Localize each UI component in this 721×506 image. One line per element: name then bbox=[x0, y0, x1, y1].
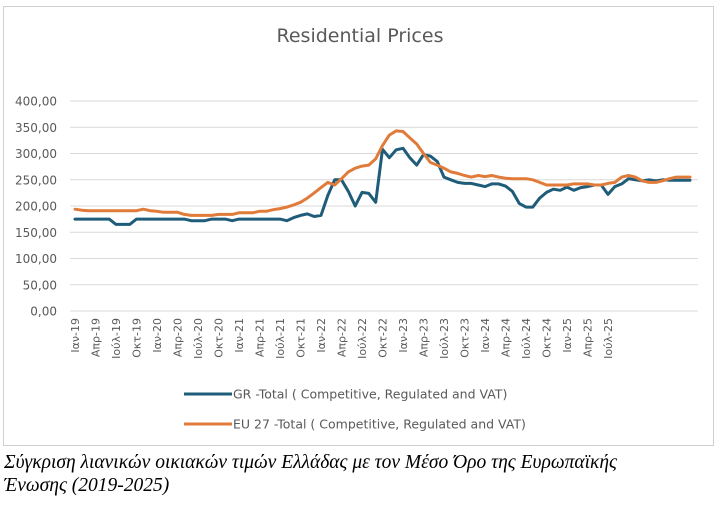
y-tick-label: 350,00 bbox=[15, 121, 57, 135]
caption-line-1: Σύγκριση λιανικών οικιακών τιμών Ελλάδας… bbox=[4, 452, 617, 473]
x-tick-label: Οκτ-24 bbox=[541, 318, 554, 358]
x-tick-label: Ιαν-25 bbox=[561, 318, 574, 353]
legend: GR -Total ( Competitive, Regulated and V… bbox=[184, 387, 526, 432]
chart-frame bbox=[3, 6, 714, 446]
y-tick-label: 250,00 bbox=[15, 173, 57, 187]
y-tick-label: 300,00 bbox=[15, 147, 57, 161]
x-tick-label: Απρ-23 bbox=[418, 318, 431, 357]
x-tick-label: Απρ-22 bbox=[336, 318, 349, 357]
x-tick-label: Ιαν-22 bbox=[315, 318, 328, 353]
x-tick-label: Ιαν-20 bbox=[151, 318, 164, 353]
x-tick-label: Ιαν-23 bbox=[397, 318, 410, 353]
x-tick-label: Ιούλ-19 bbox=[110, 318, 123, 359]
y-tick-label: 0,00 bbox=[30, 305, 57, 319]
gridlines bbox=[70, 100, 698, 312]
x-tick-label: Ιαν-21 bbox=[233, 318, 246, 353]
y-tick-label: 400,00 bbox=[15, 95, 57, 109]
x-tick-label: Απρ-21 bbox=[254, 318, 267, 357]
y-tick-label: 50,00 bbox=[23, 278, 57, 292]
x-tick-label: Ιούλ-24 bbox=[520, 318, 533, 359]
y-tick-label: 100,00 bbox=[15, 252, 57, 266]
caption-line-2: Ένωσης (2019-2025) bbox=[4, 475, 170, 496]
figure-caption: Σύγκριση λιανικών οικιακών τιμών Ελλάδας… bbox=[4, 451, 716, 497]
x-tick-label: Ιούλ-25 bbox=[602, 318, 615, 359]
x-axis-ticks: Ιαν-19 Απρ-19 Ιούλ-19 Οκτ-19 Ιαν-20 Απρ-20 Ιού… bbox=[69, 318, 615, 359]
series-lines bbox=[73, 129, 692, 226]
x-tick-label: Ιαν-19 bbox=[69, 318, 82, 353]
x-tick-label: Απρ-25 bbox=[582, 318, 595, 357]
chart-title: Residential Prices bbox=[277, 25, 444, 47]
x-tick-label: Οκτ-19 bbox=[131, 318, 144, 358]
x-tick-label: Οκτ-22 bbox=[377, 318, 390, 358]
x-tick-label: Απρ-19 bbox=[90, 318, 103, 357]
y-tick-label: 200,00 bbox=[15, 200, 57, 214]
x-tick-label: Οκτ-21 bbox=[295, 318, 308, 358]
x-tick-label: Ιαν-24 bbox=[479, 318, 492, 353]
x-tick-label: Απρ-20 bbox=[172, 318, 185, 357]
x-tick-label: Ιούλ-20 bbox=[192, 318, 205, 359]
series-line-eu27 bbox=[73, 129, 692, 217]
y-axis-ticks: 0,00 50,00 100,00 150,00 200,00 250,00 300,00 3… bbox=[15, 95, 57, 319]
x-tick-label: Οκτ-20 bbox=[213, 318, 226, 358]
x-tick-label: Ιούλ-21 bbox=[274, 318, 287, 359]
legend-label-gr: GR -Total ( Competitive, Regulated and V… bbox=[233, 387, 507, 402]
x-tick-label: Οκτ-23 bbox=[459, 318, 472, 358]
legend-label-eu27: EU 27 -Total ( Competitive, Regulated an… bbox=[233, 417, 526, 432]
y-tick-label: 150,00 bbox=[15, 226, 57, 240]
x-tick-label: Ιούλ-22 bbox=[356, 318, 369, 359]
series-line-gr bbox=[73, 146, 692, 226]
x-tick-label: Ιούλ-23 bbox=[438, 318, 451, 359]
x-tick-label: Απρ-24 bbox=[500, 318, 513, 357]
